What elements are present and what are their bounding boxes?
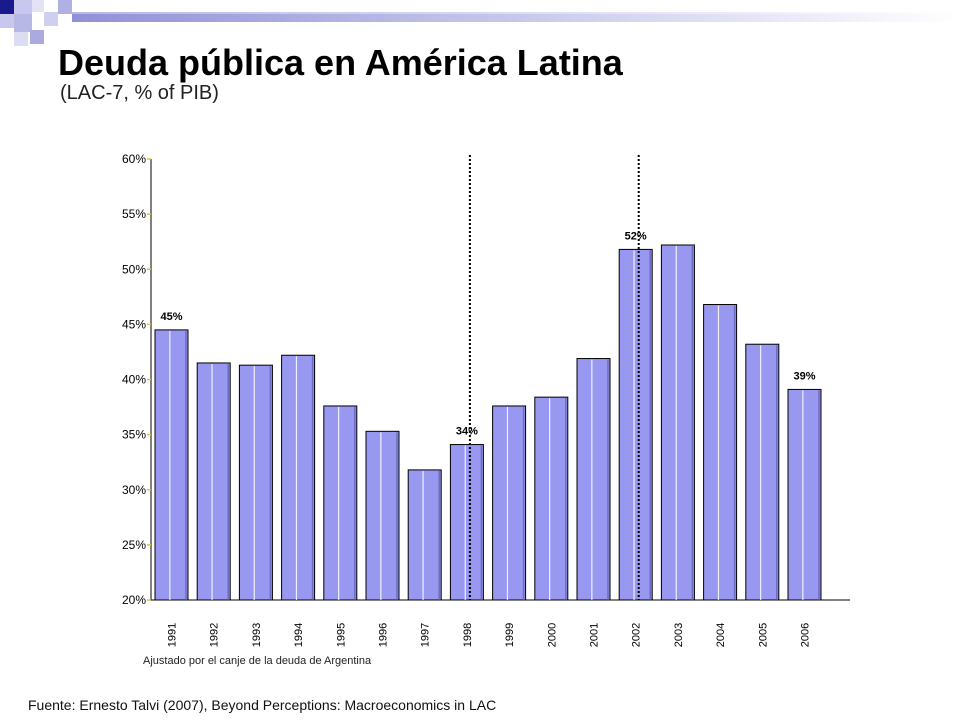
- x-tick-label: 1994: [293, 623, 305, 647]
- slide-title: Deuda pública en América Latina: [58, 42, 623, 83]
- chart-note: Ajustado por el canje de la deuda de Arg…: [143, 655, 372, 667]
- bar: [492, 405, 527, 601]
- top-rule-gradient: [72, 12, 960, 14]
- bar: [323, 405, 358, 601]
- x-tick-label: 1997: [420, 623, 432, 647]
- corner-square-pale: [32, 0, 44, 12]
- bar: [238, 364, 273, 601]
- corner-square-pale: [14, 32, 28, 46]
- corner-square-mid: [58, 0, 72, 14]
- bar: [281, 354, 316, 601]
- bar: [534, 396, 569, 601]
- bar: [365, 430, 400, 601]
- data-label: 52%: [625, 230, 647, 242]
- slide-subtitle: (LAC-7, % of PIB): [60, 82, 219, 104]
- y-tick-label: 40%: [122, 373, 146, 387]
- corner-square-mid: [30, 30, 44, 44]
- bar: [449, 444, 484, 601]
- corner-square-light: [14, 0, 32, 14]
- data-label: 34%: [456, 426, 478, 438]
- x-tick-label: 1991: [167, 623, 179, 647]
- data-label: 45%: [160, 311, 182, 323]
- x-tick-label: 1999: [504, 623, 516, 647]
- y-tick-label: 55%: [122, 207, 146, 221]
- corner-square-light: [0, 14, 14, 28]
- top-band-gradient: [72, 14, 960, 22]
- x-tick-label: 1998: [462, 623, 474, 647]
- bar: [196, 362, 231, 601]
- y-tick-label: 35%: [122, 428, 146, 442]
- bar: [787, 388, 822, 601]
- bar: [407, 469, 442, 601]
- corner-square-dark: [0, 0, 14, 14]
- x-tick-label: 2000: [546, 623, 558, 647]
- y-tick-label: 25%: [122, 538, 146, 552]
- corner-square-light: [44, 12, 58, 26]
- y-tick-label: 20%: [122, 593, 146, 607]
- bar: [154, 329, 189, 601]
- bar: [576, 358, 611, 601]
- data-label: 39%: [793, 370, 815, 382]
- x-tick-label: 2004: [715, 623, 727, 647]
- x-tick-label: 1992: [209, 623, 221, 647]
- x-tick-label: 2006: [800, 623, 812, 647]
- y-tick-label: 60%: [122, 152, 146, 166]
- bar: [618, 248, 653, 601]
- bar: [660, 244, 695, 601]
- x-tick-label: 2002: [631, 623, 643, 647]
- y-tick-label: 45%: [122, 317, 146, 331]
- x-tick-label: 1993: [251, 623, 263, 647]
- x-tick-label: 2003: [673, 623, 685, 647]
- x-tick-label: 1996: [378, 623, 390, 647]
- y-tick-label: 30%: [122, 483, 146, 497]
- x-tick-label: 1995: [335, 623, 347, 647]
- source-citation: Fuente: Ernesto Talvi (2007), Beyond Per…: [28, 697, 497, 713]
- y-tick-label: 50%: [122, 262, 146, 276]
- x-tick-label: 2005: [757, 623, 769, 647]
- bar: [745, 343, 780, 601]
- bar: [703, 304, 738, 601]
- corner-square-mid: [14, 14, 32, 32]
- x-tick-label: 2001: [589, 623, 601, 647]
